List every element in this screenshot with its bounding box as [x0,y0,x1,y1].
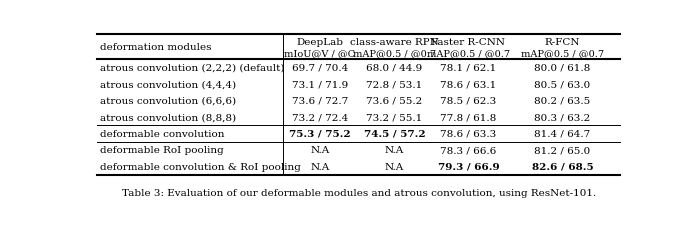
Text: atrous convolution (4,4,4): atrous convolution (4,4,4) [100,80,236,89]
Text: 77.8 / 61.8: 77.8 / 61.8 [440,113,496,122]
Text: class-aware RPN: class-aware RPN [350,38,439,47]
Text: 72.8 / 53.1: 72.8 / 53.1 [366,80,423,89]
Text: N.A: N.A [385,162,404,171]
Text: atrous convolution (8,8,8): atrous convolution (8,8,8) [100,113,236,122]
Text: deformable RoI pooling: deformable RoI pooling [100,146,224,155]
Text: 73.6 / 72.7: 73.6 / 72.7 [292,96,348,105]
Text: 78.6 / 63.1: 78.6 / 63.1 [440,80,496,89]
Text: 80.2 / 63.5: 80.2 / 63.5 [534,96,591,105]
Text: 75.3 / 75.2: 75.3 / 75.2 [289,129,351,138]
Text: 78.1 / 62.1: 78.1 / 62.1 [440,63,496,72]
Text: mAP@0.5 / @0.7: mAP@0.5 / @0.7 [353,49,436,58]
Text: 81.4 / 64.7: 81.4 / 64.7 [534,129,591,138]
Text: Faster R-CNN: Faster R-CNN [431,38,505,47]
Text: Table 3: Evaluation of our deformable modules and atrous convolution, using ResN: Table 3: Evaluation of our deformable mo… [122,188,596,197]
Text: 78.5 / 62.3: 78.5 / 62.3 [440,96,496,105]
Text: 69.7 / 70.4: 69.7 / 70.4 [292,63,348,72]
Text: mAP@0.5 / @0.7: mAP@0.5 / @0.7 [427,49,510,58]
Text: 79.3 / 66.9: 79.3 / 66.9 [438,162,499,171]
Text: 74.5 / 57.2: 74.5 / 57.2 [364,129,426,138]
Text: mAP@0.5 / @0.7: mAP@0.5 / @0.7 [521,49,604,58]
Text: 73.2 / 72.4: 73.2 / 72.4 [292,113,348,122]
Text: deformable convolution: deformable convolution [100,129,225,138]
Text: deformation modules: deformation modules [100,43,211,52]
Text: N.A: N.A [385,146,404,155]
Text: atrous convolution (6,6,6): atrous convolution (6,6,6) [100,96,236,105]
Text: 73.2 / 55.1: 73.2 / 55.1 [366,113,423,122]
Text: deformable convolution & RoI pooling: deformable convolution & RoI pooling [100,162,301,171]
Text: N.A: N.A [310,162,330,171]
Text: DeepLab: DeepLab [297,38,344,47]
Text: R-FCN: R-FCN [545,38,580,47]
Text: N.A: N.A [310,146,330,155]
Text: 73.6 / 55.2: 73.6 / 55.2 [366,96,423,105]
Text: 82.6 / 68.5: 82.6 / 68.5 [531,162,594,171]
Text: 68.0 / 44.9: 68.0 / 44.9 [366,63,423,72]
Text: 78.6 / 63.3: 78.6 / 63.3 [440,129,496,138]
Text: mIoU@V / @C: mIoU@V / @C [284,49,356,58]
Text: 78.3 / 66.6: 78.3 / 66.6 [440,146,496,155]
Text: 80.5 / 63.0: 80.5 / 63.0 [534,80,591,89]
Text: 81.2 / 65.0: 81.2 / 65.0 [534,146,591,155]
Text: 80.3 / 63.2: 80.3 / 63.2 [534,113,591,122]
Text: 80.0 / 61.8: 80.0 / 61.8 [534,63,591,72]
Text: 73.1 / 71.9: 73.1 / 71.9 [292,80,348,89]
Text: atrous convolution (2,2,2) (default): atrous convolution (2,2,2) (default) [100,63,284,72]
